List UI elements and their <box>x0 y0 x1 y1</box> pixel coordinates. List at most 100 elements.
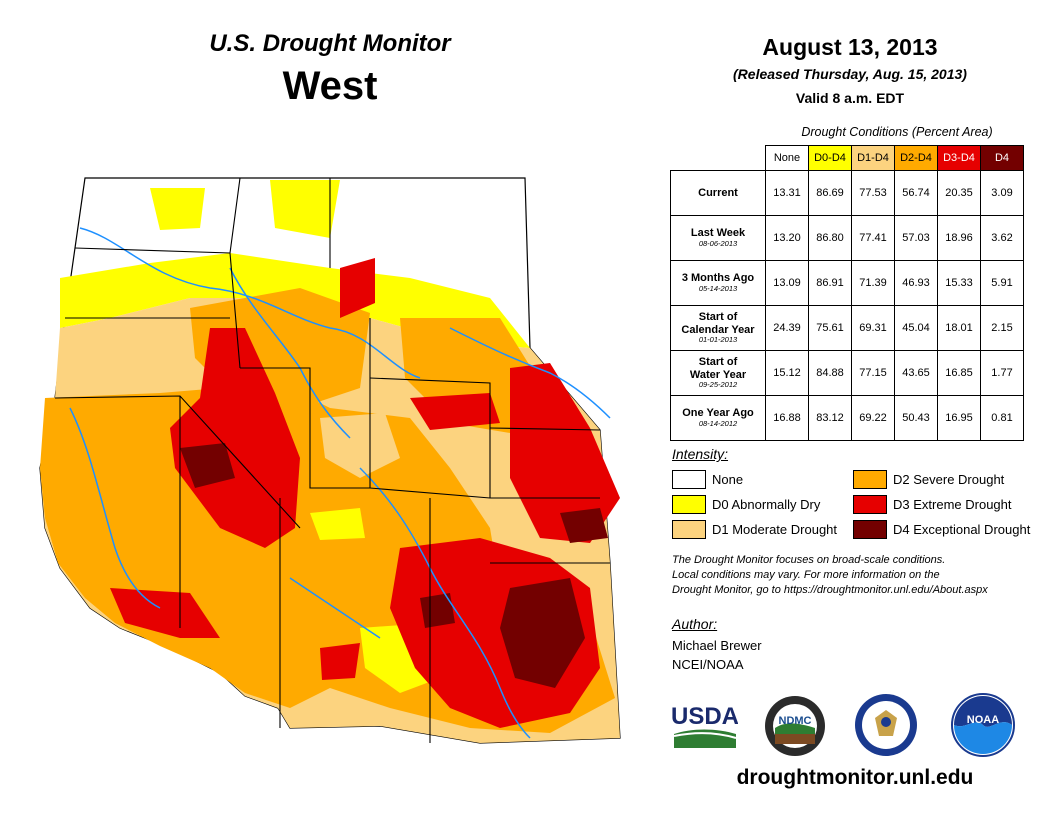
table-cell: 5.91 <box>980 260 1024 306</box>
column-header: D0-D4 <box>808 145 852 171</box>
row-date: 05-14-2013 <box>698 284 738 293</box>
table-cell: 13.20 <box>765 215 809 261</box>
table-cell: 86.91 <box>808 260 852 306</box>
release-date: (Released Thursday, Aug. 15, 2013) <box>733 66 967 82</box>
table-cell: 13.31 <box>765 170 809 216</box>
legend-item: D3 Extreme Drought <box>853 495 1012 514</box>
d0-area-idaho <box>150 188 205 230</box>
row-label-text: Start of <box>698 356 738 369</box>
column-header: D4 <box>980 145 1024 171</box>
d4-area-nm <box>500 578 585 688</box>
d0-area-colorado <box>310 508 365 540</box>
table-row: 3 Months Ago 05-14-2013 13.09 86.91 71.39 46.… <box>670 260 1024 306</box>
table-cell: 13.09 <box>765 260 809 306</box>
column-header: D3-D4 <box>937 145 981 171</box>
table-cell: 15.33 <box>937 260 981 306</box>
table-cell: 69.31 <box>851 305 895 351</box>
row-label: One Year Ago 08-14-2012 <box>670 395 766 441</box>
table-cell: 43.65 <box>894 350 938 396</box>
legend-item: D4 Exceptional Drought <box>853 520 1030 539</box>
table-cell: 18.96 <box>937 215 981 261</box>
table-cell: 2.15 <box>980 305 1024 351</box>
table-cell: 77.41 <box>851 215 895 261</box>
row-label: Start of Water Year 09-25-2012 <box>670 350 766 396</box>
table-cell: 24.39 <box>765 305 809 351</box>
d1-area-utah <box>320 413 400 478</box>
row-label: Last Week 08-06-2013 <box>670 215 766 261</box>
table-cell: 0.81 <box>980 395 1024 441</box>
table-cell: 77.53 <box>851 170 895 216</box>
row-label: Start of Calendar Year 01-01-2013 <box>670 305 766 351</box>
table-cell: 71.39 <box>851 260 895 306</box>
legend-label: None <box>712 472 744 487</box>
d0-area-montana <box>270 180 340 238</box>
row-date: 09-25-2012 <box>698 380 738 390</box>
table-corner <box>671 146 766 171</box>
valid-time: Valid 8 a.m. EDT <box>795 90 905 106</box>
table-cell: 86.80 <box>808 215 852 261</box>
table-cell: 46.93 <box>894 260 938 306</box>
legend-label: D1 Moderate Drought <box>712 522 838 537</box>
legend-item: D1 Moderate Drought <box>672 520 837 539</box>
author-title: Author: <box>672 616 718 632</box>
disclaimer-note: The Drought Monitor focuses on broad-sca… <box>672 553 1042 598</box>
table-cell: 16.95 <box>937 395 981 441</box>
table-cell: 50.43 <box>894 395 938 441</box>
noaa-logo-text: NOAA <box>967 714 999 726</box>
row-label: 3 Months Ago 05-14-2013 <box>670 260 766 306</box>
author-org: NCEI/NOAA <box>672 657 744 672</box>
map-date: August 13, 2013 <box>762 34 938 60</box>
table-cell: 69.22 <box>851 395 895 441</box>
table-row: Start of Calendar Year 01-01-2013 24.39 75.6… <box>670 305 1024 351</box>
d4-area-plains <box>560 508 608 543</box>
table-cell: 1.77 <box>980 350 1024 396</box>
conditions-table: None D0-D4 D1-D4 D2-D4 D3-D4 D4 Current 13.31 86… <box>670 145 1024 441</box>
table-cell: 16.88 <box>765 395 809 441</box>
ndmc-logo-text: NDMC <box>779 715 812 727</box>
table-row: Start of Water Year 09-25-2012 15.12 84.88 77… <box>670 350 1024 396</box>
table-cell: 15.12 <box>765 350 809 396</box>
column-header: None <box>765 145 809 171</box>
d4-area-texas <box>420 593 455 628</box>
table-caption: Drought Conditions (Percent Area) <box>801 125 993 139</box>
column-header: D1-D4 <box>851 145 895 171</box>
column-header: D2-D4 <box>894 145 938 171</box>
note-line: The Drought Monitor focuses on broad-sca… <box>672 554 946 566</box>
legend-label: D4 Exceptional Drought <box>893 522 1031 537</box>
row-date: 01-01-2013 <box>698 335 738 345</box>
d3-area-montana <box>340 258 375 318</box>
legend-swatch <box>853 470 887 489</box>
legend-swatch <box>672 470 706 489</box>
d3-area-wyoming <box>410 393 500 430</box>
commerce-seal <box>855 694 917 756</box>
table-cell: 86.69 <box>808 170 852 216</box>
legend-swatch <box>853 520 887 539</box>
table-row: Current 13.31 86.69 77.53 56.74 20.35 3.09 <box>670 170 1024 216</box>
row-label-text: Start of <box>698 311 738 324</box>
row-date: 08-14-2012 <box>698 419 738 428</box>
d4-area-nevada <box>180 443 235 488</box>
legend-label: D3 Extreme Drought <box>893 497 1012 512</box>
table-cell: 20.35 <box>937 170 981 216</box>
table-cell: 57.03 <box>894 215 938 261</box>
row-label-text: Calendar Year <box>681 323 755 336</box>
table-row: One Year Ago 08-14-2012 16.88 83.12 69.22 50.… <box>670 395 1024 441</box>
legend-item: D0 Abnormally Dry <box>672 495 820 514</box>
table-cell: 45.04 <box>894 305 938 351</box>
usda-logo: USDA <box>672 703 738 748</box>
note-line: Local conditions may vary. For more info… <box>672 569 940 581</box>
legend-title: Intensity: <box>672 446 729 462</box>
d3-area-arizona <box>320 643 360 680</box>
table-cell: 56.74 <box>894 170 938 216</box>
legend-item: D2 Severe Drought <box>853 470 1004 489</box>
table-cell: 84.88 <box>808 350 852 396</box>
legend-label: D2 Severe Drought <box>893 472 1005 487</box>
author-name: Michael Brewer <box>672 638 762 653</box>
row-label-text: 3 Months Ago <box>681 272 755 285</box>
row-label-text: Current <box>698 186 738 199</box>
row-label-text: Last Week <box>690 227 746 240</box>
website-url[interactable]: droughtmonitor.unl.edu <box>736 766 974 789</box>
note-line: Drought Monitor, go to https://droughtmo… <box>672 584 988 596</box>
table-cell: 3.09 <box>980 170 1024 216</box>
table-cell: 77.15 <box>851 350 895 396</box>
